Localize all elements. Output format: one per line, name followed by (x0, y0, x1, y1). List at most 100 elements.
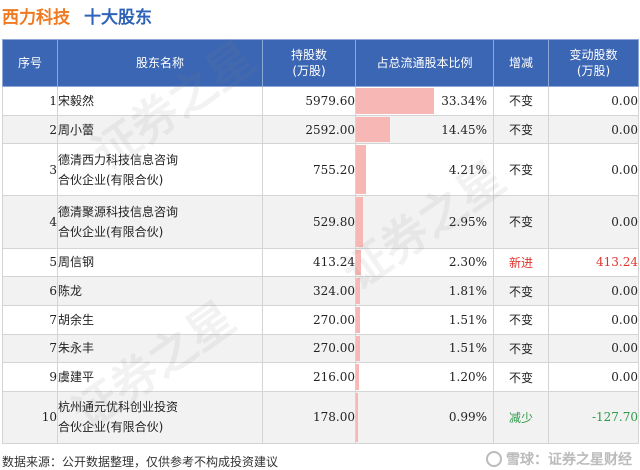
cell-change-amount: 0.00 (548, 276, 639, 306)
cell-rank: 7 (2, 304, 58, 335)
cell-change-amount: 0.00 (548, 195, 639, 249)
ratio-value: 1.81% (448, 284, 487, 299)
header-change: 增减 (493, 39, 549, 87)
xueqiu-logo-icon (486, 451, 502, 467)
cell-change-amount: 0.00 (548, 304, 639, 335)
cell-rank: 3 (2, 143, 58, 197)
header-change-amount: 变动股数 (万股) (548, 39, 639, 87)
ratio-bar (356, 306, 360, 333)
cell-amount: 2592.00 (262, 114, 356, 145)
cell-rank: 6 (2, 276, 58, 306)
cell-ratio: 1.51% (355, 333, 494, 364)
table-row: 2 周小蕾 2592.00 14.45% 不变 0.00 (2, 114, 639, 145)
table-row: 10 杭州通元优科创业投资 合伙企业(有限合伙) 178.00 0.99% 减少 -127.… (2, 390, 639, 445)
cell-change-amount: 0.00 (548, 362, 639, 392)
cell-rank: 10 (2, 390, 58, 445)
holder-name-line: 合伙企业(有限合伙) (58, 224, 164, 239)
table-row: 4 德清聚源科技信息咨询 合伙企业(有限合伙) 529.80 2.95% 不变 0.00 (2, 195, 639, 249)
cell-ratio: 4.21% (355, 143, 494, 197)
cell-change-amount: 0.00 (548, 86, 639, 116)
holder-name-line: 合伙企业(有限合伙) (58, 172, 164, 187)
cell-ratio: 1.51% (355, 304, 494, 335)
cell-ratio: 1.20% (355, 362, 494, 392)
ratio-bar (356, 145, 366, 195)
cell-holder-name: 宋毅然 (57, 86, 263, 116)
table-row: 9 虞建平 216.00 1.20% 不变 0.00 (2, 362, 639, 392)
holder-name-line: 虞建平 (58, 370, 95, 385)
cell-amount: 324.00 (262, 276, 356, 306)
ratio-value: 1.20% (448, 370, 487, 385)
cell-ratio: 2.30% (355, 247, 494, 278)
cell-amount: 755.20 (262, 143, 356, 197)
cell-amount: 413.24 (262, 247, 356, 278)
cell-change: 不变 (493, 276, 549, 306)
cell-rank: 5 (2, 247, 58, 278)
report-subtitle: 十大股东 (84, 7, 152, 28)
cell-amount: 178.00 (262, 390, 356, 445)
table-header-row: 序号 股东名称 持股数 (万股) 占总流通股本比例 增减 变动股数 (万股) (2, 39, 639, 87)
brand-watermark: 雪球：证券之星财经 (486, 449, 632, 469)
cell-change-amount: 0.00 (548, 143, 639, 197)
table-row: 3 德清西力科技信息咨询 合伙企业(有限合伙) 755.20 4.21% 不变 0.00 (2, 143, 639, 197)
ratio-value: 1.51% (448, 312, 487, 327)
cell-amount: 270.00 (262, 333, 356, 364)
cell-amount: 5979.60 (262, 86, 356, 116)
cell-change: 不变 (493, 304, 549, 335)
page-title: 西力科技 十大股东 (2, 2, 152, 28)
header-name: 股东名称 (57, 39, 263, 87)
header-rank: 序号 (2, 39, 58, 87)
holder-name-line: 胡余生 (58, 312, 95, 327)
cell-rank: 7 (2, 333, 58, 364)
holder-name-line: 朱永丰 (58, 341, 95, 356)
cell-holder-name: 周小蕾 (57, 114, 263, 145)
cell-amount: 270.00 (262, 304, 356, 335)
cell-ratio: 33.34% (355, 86, 494, 116)
table-row: 1 宋毅然 5979.60 33.34% 不变 0.00 (2, 86, 639, 116)
holder-name-line: 周小蕾 (58, 122, 95, 137)
holder-name-line: 德清聚源科技信息咨询 (58, 204, 179, 219)
ratio-value: 2.95% (448, 214, 487, 229)
header-change-amount-line1: 变动股数 (569, 48, 618, 62)
cell-holder-name: 杭州通元优科创业投资 合伙企业(有限合伙) (57, 390, 263, 445)
ratio-bar (356, 335, 360, 362)
brand-text: 雪球：证券之星财经 (506, 452, 632, 468)
ratio-bar (356, 249, 362, 276)
cell-ratio: 1.81% (355, 276, 494, 306)
ratio-value: 2.30% (448, 255, 487, 270)
header-amount: 持股数 (万股) (262, 39, 356, 87)
cell-change: 新进 (493, 247, 549, 278)
cell-change: 不变 (493, 333, 549, 364)
cell-change-amount: -127.70 (548, 390, 639, 445)
ratio-value: 4.21% (448, 162, 487, 177)
ratio-value: 33.34% (441, 93, 487, 108)
cell-ratio: 0.99% (355, 390, 494, 445)
table-row: 5 周信钢 413.24 2.30% 新进 413.24 (2, 247, 639, 278)
cell-change: 不变 (493, 86, 549, 116)
cell-change-amount: 0.00 (548, 114, 639, 145)
cell-ratio: 14.45% (355, 114, 494, 145)
cell-holder-name: 周信钢 (57, 247, 263, 278)
ratio-bar (356, 278, 361, 304)
cell-holder-name: 胡余生 (57, 304, 263, 335)
ratio-bar (356, 364, 359, 390)
table-row: 7 朱永丰 270.00 1.51% 不变 0.00 (2, 333, 639, 364)
ratio-bar (356, 197, 363, 247)
cell-holder-name: 虞建平 (57, 362, 263, 392)
cell-rank: 1 (2, 86, 58, 116)
ratio-value: 14.45% (441, 122, 487, 137)
cell-change: 不变 (493, 114, 549, 145)
holder-name-line: 宋毅然 (58, 93, 95, 108)
header-amount-line2: (万股) (292, 64, 326, 78)
ratio-bar (356, 392, 359, 442)
header-change-amount-line2: (万股) (576, 64, 611, 78)
cell-change-amount: 413.24 (548, 247, 639, 278)
company-name: 西力科技 (2, 7, 70, 28)
cell-holder-name: 德清聚源科技信息咨询 合伙企业(有限合伙) (57, 195, 263, 249)
ratio-bar (356, 116, 390, 143)
table-row: 6 陈龙 324.00 1.81% 不变 0.00 (2, 276, 639, 306)
cell-rank: 9 (2, 362, 58, 392)
table-row: 7 胡余生 270.00 1.51% 不变 0.00 (2, 304, 639, 335)
ratio-bar (356, 88, 434, 114)
holder-name-line: 杭州通元优科创业投资 (58, 400, 179, 415)
cell-change: 不变 (493, 195, 549, 249)
